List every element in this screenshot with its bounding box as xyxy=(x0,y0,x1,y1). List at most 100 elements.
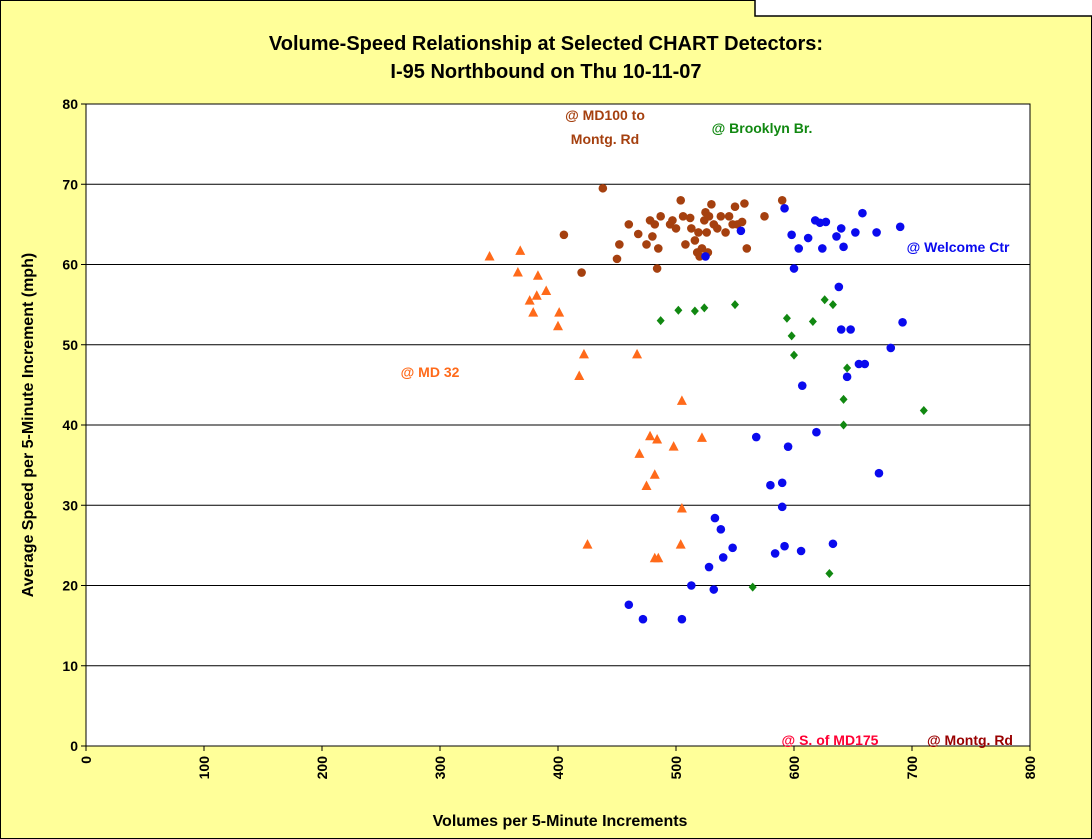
point xyxy=(681,240,690,249)
point xyxy=(760,212,769,221)
point xyxy=(553,320,563,331)
point xyxy=(656,316,665,326)
point xyxy=(803,233,813,243)
point xyxy=(687,224,696,233)
y-tick-label: 40 xyxy=(62,417,78,433)
point xyxy=(716,525,726,534)
y-tick-label: 60 xyxy=(62,257,78,273)
series-label: @ Brooklyn Br. xyxy=(711,120,813,136)
point xyxy=(787,230,796,240)
point xyxy=(690,306,699,316)
point xyxy=(770,549,780,558)
point xyxy=(524,295,535,305)
point xyxy=(748,582,757,592)
y-axis-label: Average Speed per 5-Minute Increment (mp… xyxy=(20,253,37,597)
point xyxy=(740,199,749,208)
point xyxy=(832,232,841,241)
point xyxy=(648,232,657,241)
point xyxy=(794,244,804,253)
y-tick-label: 70 xyxy=(62,176,78,192)
point xyxy=(736,226,746,236)
point xyxy=(783,442,793,451)
point xyxy=(632,348,643,359)
y-tick-label: 10 xyxy=(62,658,78,674)
x-tick-label: 800 xyxy=(1022,756,1038,780)
point xyxy=(685,213,695,223)
point xyxy=(790,350,798,360)
x-axis-label: Volumes per 5-Minute Increments xyxy=(433,813,688,830)
point xyxy=(649,469,660,479)
chart-title: Volume-Speed Relationship at Selected CH… xyxy=(268,33,824,83)
point xyxy=(512,267,523,277)
point xyxy=(796,546,806,556)
point xyxy=(839,242,848,252)
point xyxy=(612,254,622,264)
point xyxy=(874,468,884,478)
point xyxy=(650,220,660,229)
point xyxy=(532,270,543,280)
point xyxy=(843,363,852,373)
point xyxy=(825,568,834,578)
point xyxy=(690,236,700,245)
x-tick-label: 300 xyxy=(432,756,448,780)
point xyxy=(633,229,643,239)
point xyxy=(687,581,696,590)
point xyxy=(728,543,737,553)
point xyxy=(674,305,683,315)
point xyxy=(641,480,652,490)
point xyxy=(578,348,589,359)
point xyxy=(696,432,707,442)
point xyxy=(624,600,634,610)
x-tick-label: 200 xyxy=(314,756,330,780)
x-tick-label: 700 xyxy=(904,756,920,780)
point xyxy=(515,245,526,255)
point xyxy=(694,228,703,237)
point xyxy=(677,614,687,624)
point xyxy=(718,553,728,562)
point xyxy=(615,240,624,249)
point xyxy=(656,212,665,221)
point xyxy=(797,381,807,390)
point xyxy=(541,285,552,295)
point xyxy=(780,541,789,551)
point xyxy=(839,420,848,430)
y-tick-label: 50 xyxy=(62,337,78,353)
point xyxy=(668,441,679,451)
point xyxy=(751,432,761,442)
point xyxy=(721,228,730,237)
point xyxy=(528,307,539,317)
point xyxy=(676,502,687,513)
point xyxy=(652,433,663,444)
point xyxy=(898,317,907,327)
point xyxy=(742,244,752,253)
point xyxy=(919,406,928,416)
point xyxy=(851,228,860,237)
point xyxy=(789,264,799,273)
point xyxy=(828,539,838,549)
point xyxy=(812,427,821,437)
y-tick-label: 30 xyxy=(62,497,78,513)
point xyxy=(671,224,681,233)
grid xyxy=(81,103,1031,751)
point xyxy=(731,300,739,310)
marks xyxy=(484,183,928,624)
point xyxy=(820,295,829,305)
point xyxy=(624,220,634,229)
point xyxy=(710,513,720,523)
point xyxy=(668,216,677,225)
point xyxy=(724,212,734,221)
point xyxy=(484,250,495,261)
point xyxy=(777,478,787,488)
point xyxy=(642,240,651,249)
point xyxy=(716,212,726,221)
point xyxy=(559,230,569,240)
point xyxy=(854,359,864,369)
point xyxy=(700,303,709,313)
point xyxy=(704,212,714,221)
point xyxy=(836,224,846,233)
point xyxy=(704,562,714,572)
point xyxy=(701,252,710,261)
legend-box-edge xyxy=(754,0,1092,17)
point xyxy=(574,370,585,381)
